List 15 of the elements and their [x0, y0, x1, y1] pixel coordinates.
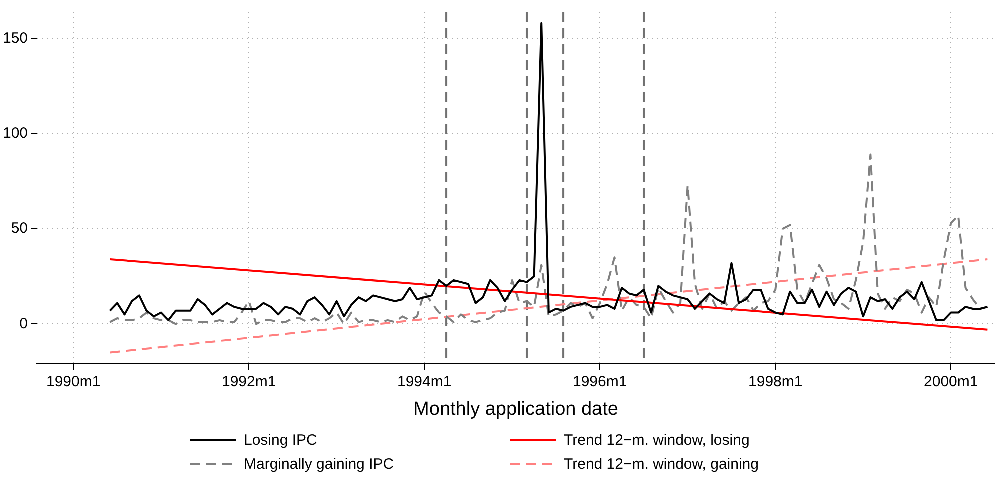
legend-label: Trend 12−m. window, losing — [564, 432, 750, 448]
x-tick-label: 1992m1 — [222, 373, 276, 390]
y-tick-label: 50 — [11, 220, 28, 238]
x-tick-label: 1994m1 — [397, 373, 452, 390]
legend-label: Trend 12−m. window, gaining — [564, 456, 759, 472]
x-tick-label: 2000m1 — [924, 373, 978, 390]
legend-label: Losing IPC — [244, 432, 318, 448]
y-tick-label: 0 — [20, 315, 28, 332]
y-tick-label: 150 — [2, 30, 28, 47]
x-tick-label: 1990m1 — [46, 373, 101, 390]
x-tick-label: 1998m1 — [748, 373, 803, 390]
legend-label: Marginally gaining IPC — [244, 456, 394, 472]
x-axis-title: Monthly application date — [414, 398, 618, 420]
y-tick-label: 100 — [2, 124, 28, 142]
x-tick-label: 1996m1 — [573, 373, 628, 390]
